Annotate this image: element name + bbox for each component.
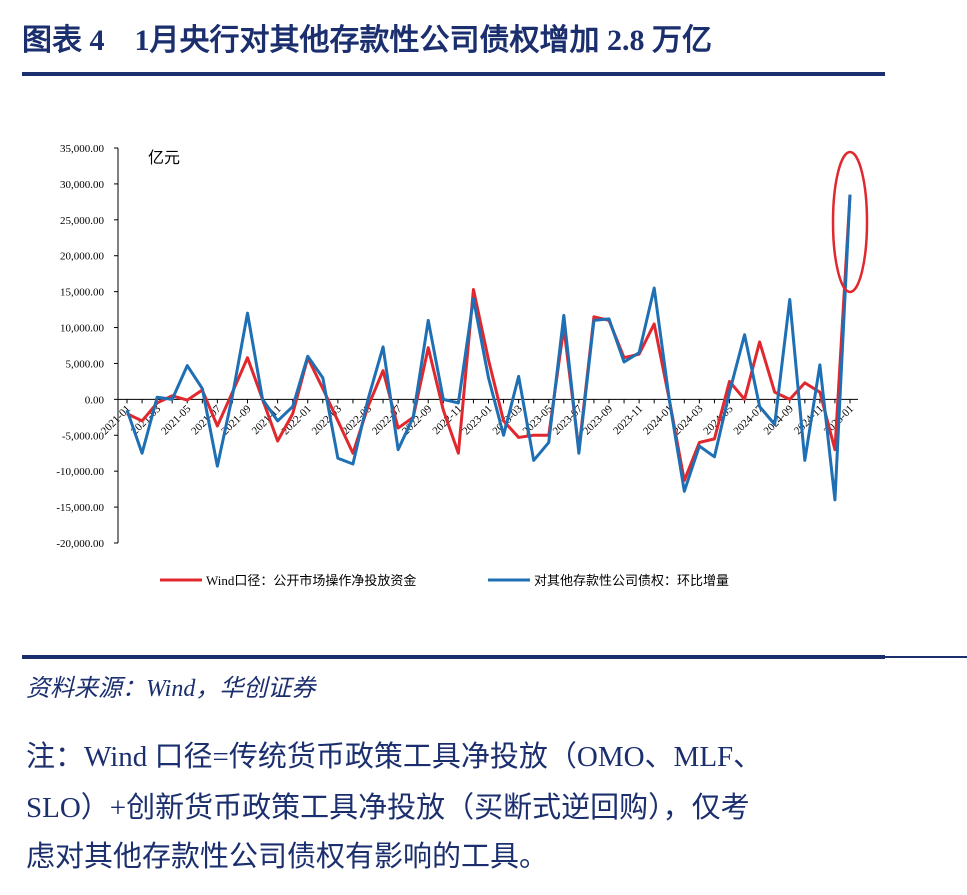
x-tick-label: 2022-01 [279,403,313,437]
y-tick-label: -5,000.00 [62,430,105,442]
y-tick-label: 15,000.00 [60,287,105,299]
y-tick-label: 30,000.00 [60,179,105,191]
highlight-circle [831,150,869,294]
y-tick-label: 25,000.00 [60,215,105,227]
y-tick-label: 20,000.00 [60,251,105,263]
legend-label: 对其他存款性公司债权：环比增量 [534,573,729,588]
x-tick-label: 2023-09 [581,403,616,438]
note-line: 注：Wind 口径=传统货币政策工具净投放（OMO、MLF、 [26,740,762,773]
y-tick-label: -20,000.00 [56,538,104,550]
unit-label: 亿元 [148,149,180,167]
x-tick-label: 2023-11 [611,403,645,437]
title: 图表 4 1月央行对其他存款性公司债权增加 2.8 万亿 [22,24,712,57]
x-tick-label: 2022-05 [340,403,375,438]
x-tick-label: 2021-05 [159,403,194,438]
source: 资料来源：Wind，华创证券 [26,675,317,702]
y-tick-label: -10,000.00 [56,466,104,478]
x-tick-label: 2022-07 [370,403,405,438]
y-tick-label: 35,000.00 [60,143,105,155]
y-tick-label: 10,000.00 [60,323,105,335]
y-tick-label: 0.00 [85,394,105,406]
note-line: 虑对其他存款性公司债权有影响的工具。 [26,840,548,873]
x-tick-label: 2024-09 [761,403,796,438]
series-line [126,194,852,483]
legend-label: Wind口径：公开市场操作净投放资金 [206,573,416,588]
series-line [125,194,852,502]
x-tick-label: 2021-01 [99,403,133,437]
x-tick-label: 2023-01 [460,403,494,437]
y-tick-label: -15,000.00 [56,502,104,514]
y-tick-label: 5,000.00 [66,358,105,370]
note-line: SLO）+创新货币政策工具净投放（买断式逆回购），仅考 [26,791,750,824]
